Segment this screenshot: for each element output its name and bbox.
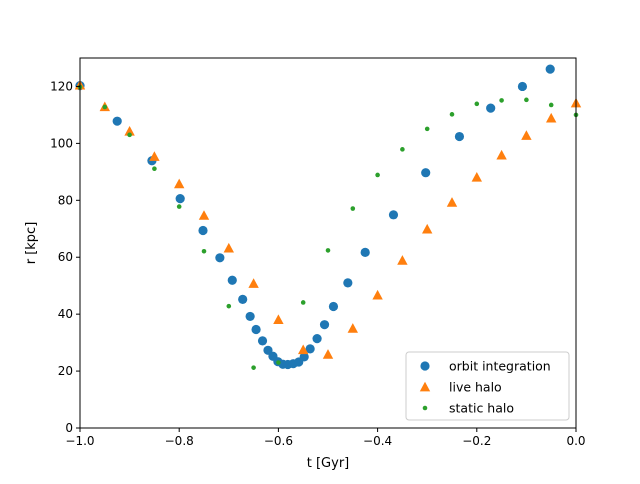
data-point [548,102,554,108]
y-axis-label: r [kpc] [24,222,39,265]
data-point [454,131,465,142]
data-point [422,223,433,234]
y-tick-label: 40 [58,307,73,321]
data-point [245,311,255,322]
data-point [421,168,431,178]
data-markers [74,64,582,370]
y-tick-label: 0 [65,421,73,435]
data-point [152,166,157,172]
data-point [312,334,322,344]
data-point [474,101,480,107]
data-point [198,210,210,220]
data-point [175,194,185,204]
legend-box [405,351,570,421]
legend-marker [420,361,430,371]
data-point [524,97,529,103]
x-tick-label: 0.0 [566,434,585,448]
data-point [305,344,315,354]
data-point [343,278,353,288]
data-point [517,81,528,92]
data-point [273,314,284,324]
data-point [176,204,182,209]
data-point [319,320,330,330]
data-point [397,255,408,265]
data-point [347,323,358,333]
data-point [174,178,185,189]
y-tick-label: 120 [50,79,73,93]
data-point [251,365,256,370]
axis-ticks: −1.0 −0.8 −0.6 −0.4 −0.2 0.0 0 20 40 60 80 100 120 [50,79,585,448]
data-point [215,253,225,263]
data-point [300,300,306,305]
x-tick-label: −0.6 [264,434,293,448]
data-point [322,349,334,359]
y-tick-label: 20 [58,364,73,378]
series-live-halo [74,79,582,359]
data-point [372,289,383,300]
data-point [299,352,309,362]
legend-items: orbit integration live halo static halo [419,359,551,416]
y-tick-label: 60 [58,250,73,264]
legend-entry: static halo [422,401,514,416]
data-point [375,172,380,178]
data-point [400,147,405,152]
data-point [449,112,455,117]
x-tick-label: −0.8 [165,434,194,448]
legend-label: orbit integration [449,359,551,374]
data-point [251,324,261,335]
data-point [227,275,237,285]
data-point [486,103,496,113]
data-point [201,248,207,254]
data-point [257,336,268,346]
y-tick-label: 100 [50,136,73,150]
legend: orbit integration live halo static halo [405,351,570,421]
x-axis-label: t [Gyr] [307,456,350,471]
data-point [496,149,507,160]
data-point [546,112,557,123]
y-tick-label: 80 [58,193,73,207]
legend-entry: live halo [419,380,502,395]
data-point [226,303,232,309]
data-point [328,301,339,312]
data-point [471,172,482,182]
data-point [298,344,309,355]
series-static-halo [77,84,579,370]
data-point [424,126,430,132]
x-tick-label: −1.0 [65,434,94,448]
legend-label: live halo [449,380,502,395]
data-point [545,64,555,74]
data-point [198,225,208,236]
plot-frame [79,57,577,429]
data-point [102,104,108,110]
data-point [248,278,259,288]
x-tick-label: −0.4 [363,434,392,448]
x-tick-label: −0.2 [462,434,491,448]
legend-marker [422,405,428,411]
data-point [238,294,248,304]
data-point [350,206,356,211]
data-point [149,151,160,161]
data-point [276,360,281,365]
legend-marker [419,381,431,392]
data-point [325,248,331,253]
data-point [124,125,135,136]
data-point [388,210,399,220]
data-point [521,130,532,140]
data-point [360,247,370,257]
series-orbit-integration [75,64,555,370]
data-point [499,98,504,103]
data-point [127,132,132,138]
data-point [112,116,122,126]
data-point [223,242,234,253]
legend-entry: orbit integration [420,359,551,374]
data-point [446,197,458,207]
legend-label: static halo [449,401,514,416]
